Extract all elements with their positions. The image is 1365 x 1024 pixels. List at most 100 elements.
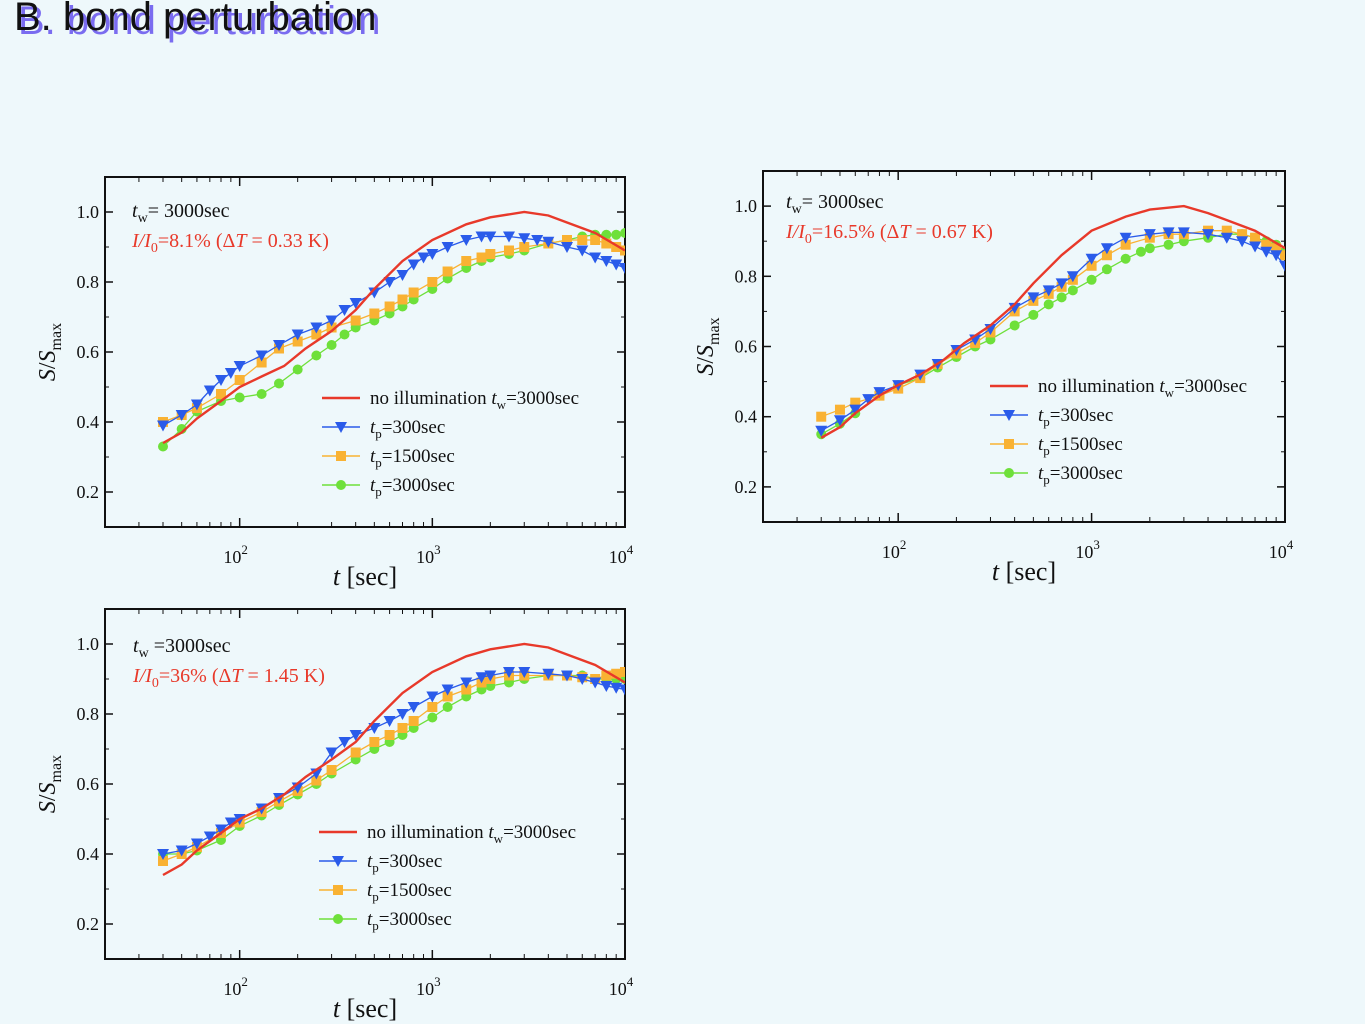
- data-point-s1500: [311, 329, 322, 340]
- series-line-none: [162, 210, 625, 445]
- y-axis-label: S/Smax: [35, 323, 65, 381]
- data-point-s1500: [1120, 239, 1131, 250]
- y-axis-label: S/Smax: [693, 317, 723, 375]
- data-point-s1500: [620, 245, 625, 256]
- data-point-s300: [190, 838, 203, 850]
- data-point-s1500: [601, 670, 612, 681]
- data-point-s1500: [397, 294, 408, 305]
- data-point-s1500: [384, 301, 395, 312]
- data-point-s300: [610, 259, 623, 271]
- data-point-s300: [383, 277, 396, 288]
- legend-marker-s3000: [333, 914, 343, 924]
- data-point-s3000: [442, 702, 453, 712]
- data-point-s3000: [1163, 239, 1174, 250]
- data-point-s300: [475, 672, 488, 684]
- data-point-s300: [338, 737, 351, 748]
- data-point-s300: [600, 256, 613, 267]
- legend-label-s3000: tp=3000sec: [367, 909, 452, 933]
- data-point-s300: [619, 263, 625, 274]
- data-point-s1500: [577, 235, 588, 245]
- data-point-s1500: [408, 716, 419, 726]
- data-point-s300: [815, 425, 828, 437]
- data-point-s3000: [427, 712, 438, 723]
- data-point-s300: [1220, 232, 1233, 244]
- data-point-s1500: [350, 315, 361, 326]
- data-point-s300: [1177, 227, 1190, 239]
- series-none: [820, 204, 1285, 439]
- legend-marker-s3000: [336, 480, 346, 490]
- legend-marker-s300: [1003, 410, 1015, 421]
- data-point-s3000: [1009, 320, 1020, 331]
- data-point-s300: [203, 385, 216, 397]
- data-point-s1500: [292, 336, 303, 347]
- data-point-s300: [484, 231, 497, 243]
- data-point-s300: [214, 824, 227, 836]
- data-point-s1500: [461, 684, 472, 695]
- data-point-s300: [1162, 227, 1175, 239]
- legend-label-none: no illumination tw=3000sec: [367, 822, 576, 846]
- data-point-s1500: [215, 389, 226, 399]
- data-point-s300: [1027, 292, 1040, 304]
- legend: no illumination tw=3000sec tp=300sec tp=15…: [319, 822, 576, 933]
- data-point-s3000: [311, 350, 322, 361]
- data-point-s1500: [611, 242, 622, 252]
- data-point-s300: [576, 674, 589, 685]
- data-point-s300: [1249, 241, 1262, 253]
- annotation-intensity: I/I0=8.1% (ΔT = 0.33 K): [131, 230, 329, 256]
- data-point-s3000: [1135, 246, 1146, 257]
- data-point-s1500: [834, 404, 845, 415]
- data-point-s300: [503, 231, 516, 243]
- legend-label-s300: tp=300sec: [370, 417, 445, 441]
- data-point-s300: [272, 340, 285, 351]
- data-point-s1500: [442, 266, 453, 277]
- y-tick-label: 0.8: [77, 272, 100, 292]
- data-point-s300: [417, 252, 430, 264]
- data-point-s300: [531, 235, 544, 246]
- data-point-s300: [233, 361, 246, 372]
- data-point-s300: [1236, 236, 1249, 248]
- x-tick-label: 104: [609, 542, 634, 567]
- data-point-s1500: [476, 252, 487, 263]
- y-tick-label: 0.6: [77, 774, 100, 794]
- x-axis-label: t [sec]: [333, 562, 397, 591]
- data-point-s1500: [1250, 232, 1261, 243]
- data-point-s300: [349, 298, 362, 309]
- data-point-s1500: [326, 322, 337, 333]
- data-point-s3000: [1120, 253, 1131, 264]
- data-point-s1500: [1261, 239, 1272, 250]
- y-tick-label: 0.4: [735, 407, 758, 427]
- data-point-s3000: [611, 229, 622, 240]
- data-point-s300: [542, 668, 555, 680]
- annotation-intensity: I/I0=16.5% (ΔT = 0.67 K): [785, 221, 993, 247]
- data-point-s1500: [519, 242, 530, 252]
- data-point-s300: [175, 845, 188, 857]
- data-point-s1500: [234, 375, 245, 385]
- data-point-s300: [1119, 232, 1132, 244]
- data-point-s300: [576, 245, 589, 257]
- data-point-s300: [518, 233, 531, 245]
- legend-label-s300: tp=300sec: [367, 851, 442, 875]
- data-point-s300: [190, 399, 203, 411]
- data-point-s1500: [442, 691, 453, 702]
- data-point-s300: [1100, 243, 1113, 255]
- annotation-tw: tw =3000sec: [133, 635, 231, 661]
- data-point-s300: [1260, 246, 1273, 258]
- data-point-s300: [849, 404, 862, 416]
- data-point-s3000: [1067, 285, 1078, 296]
- x-tick-label: 104: [1269, 537, 1294, 562]
- data-point-s1500: [384, 730, 395, 740]
- plot-area: [156, 210, 625, 452]
- data-point-s300: [203, 831, 216, 843]
- series-none: [162, 642, 625, 877]
- data-point-s300: [1143, 229, 1156, 241]
- x-tick-label: 104: [609, 974, 634, 999]
- y-tick-label: 0.8: [735, 266, 758, 286]
- data-point-s1500: [461, 256, 472, 266]
- data-point-s300: [561, 242, 574, 253]
- data-point-s3000: [1028, 309, 1039, 320]
- data-point-s3000: [256, 389, 267, 399]
- series-none: [162, 210, 625, 445]
- data-point-s3000: [1043, 299, 1054, 310]
- data-point-s300: [441, 684, 454, 696]
- chart-2-dT-0.67K: 0.2 0.4 0.6 0.8 1.0 102 103 104 t [sec] S/Smax tw=…: [693, 170, 1294, 586]
